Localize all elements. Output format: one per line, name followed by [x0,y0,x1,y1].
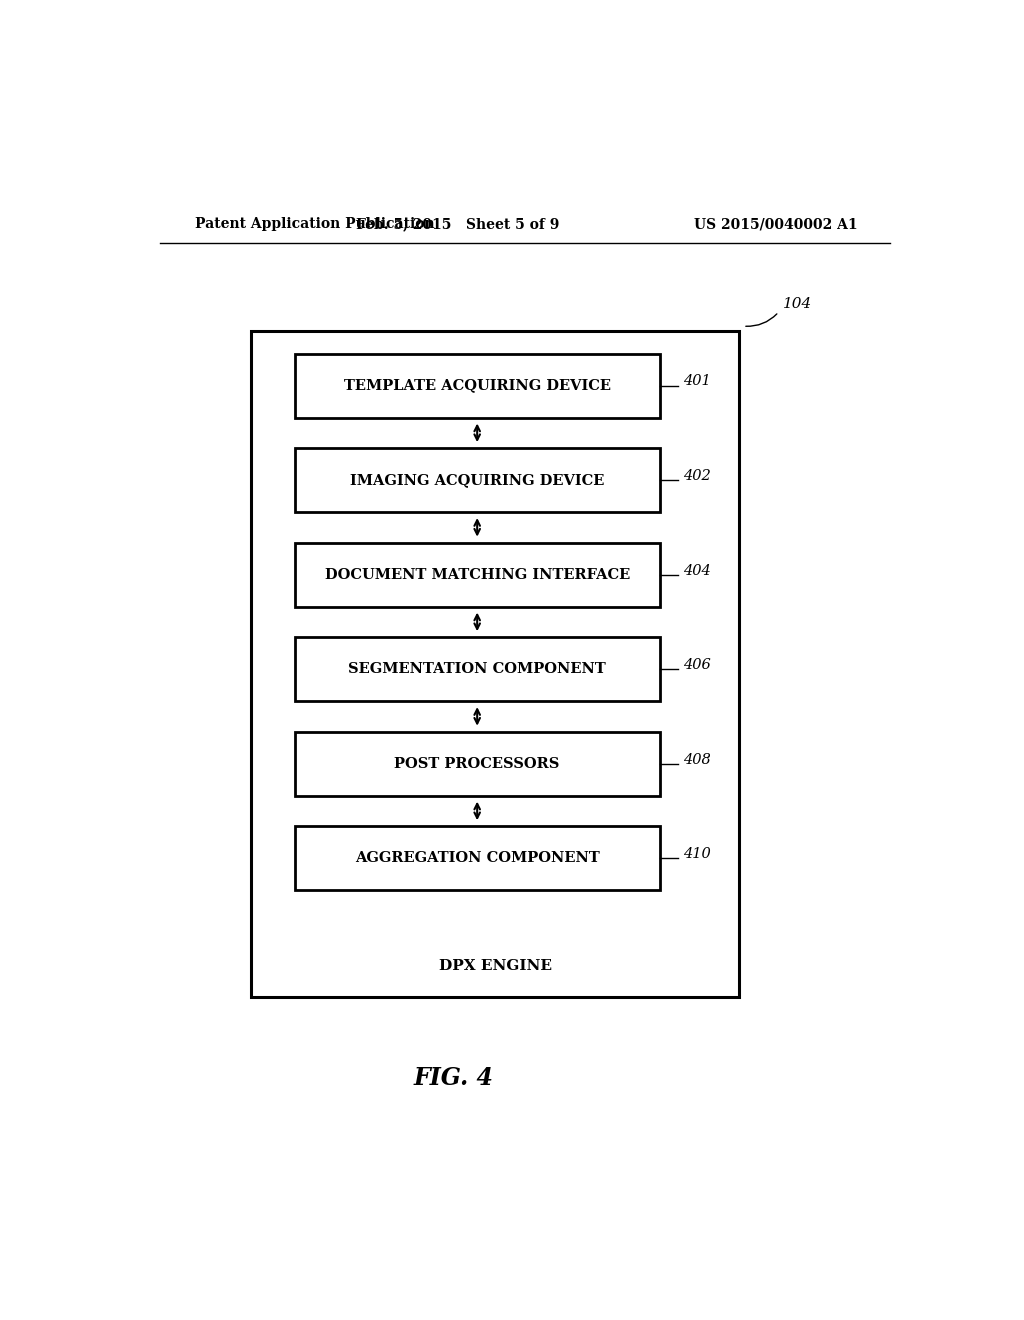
Text: Patent Application Publication: Patent Application Publication [196,218,435,231]
Text: 408: 408 [684,752,712,767]
Text: 402: 402 [684,469,712,483]
Text: 401: 401 [684,375,712,388]
Bar [295,638,659,701]
Bar [295,447,659,512]
Bar [251,331,739,997]
Text: IMAGING ACQUIRING DEVICE: IMAGING ACQUIRING DEVICE [350,473,604,487]
Text: DPX ENGINE: DPX ENGINE [438,960,552,973]
Text: 410: 410 [684,847,712,861]
Text: FIG. 4: FIG. 4 [414,1067,494,1090]
Text: AGGREGATION COMPONENT: AGGREGATION COMPONENT [354,851,600,865]
Text: 404: 404 [684,564,712,578]
Text: POST PROCESSORS: POST PROCESSORS [394,756,560,771]
Bar [295,543,659,607]
Text: DOCUMENT MATCHING INTERFACE: DOCUMENT MATCHING INTERFACE [325,568,630,582]
Text: SEGMENTATION COMPONENT: SEGMENTATION COMPONENT [348,663,606,676]
Text: Feb. 5, 2015   Sheet 5 of 9: Feb. 5, 2015 Sheet 5 of 9 [355,218,559,231]
Text: US 2015/0040002 A1: US 2015/0040002 A1 [694,218,858,231]
Bar [295,826,659,890]
Text: 104: 104 [782,297,812,310]
Text: 406: 406 [684,659,712,672]
Text: TEMPLATE ACQUIRING DEVICE: TEMPLATE ACQUIRING DEVICE [344,379,610,392]
Bar [295,354,659,417]
Bar [295,731,659,796]
